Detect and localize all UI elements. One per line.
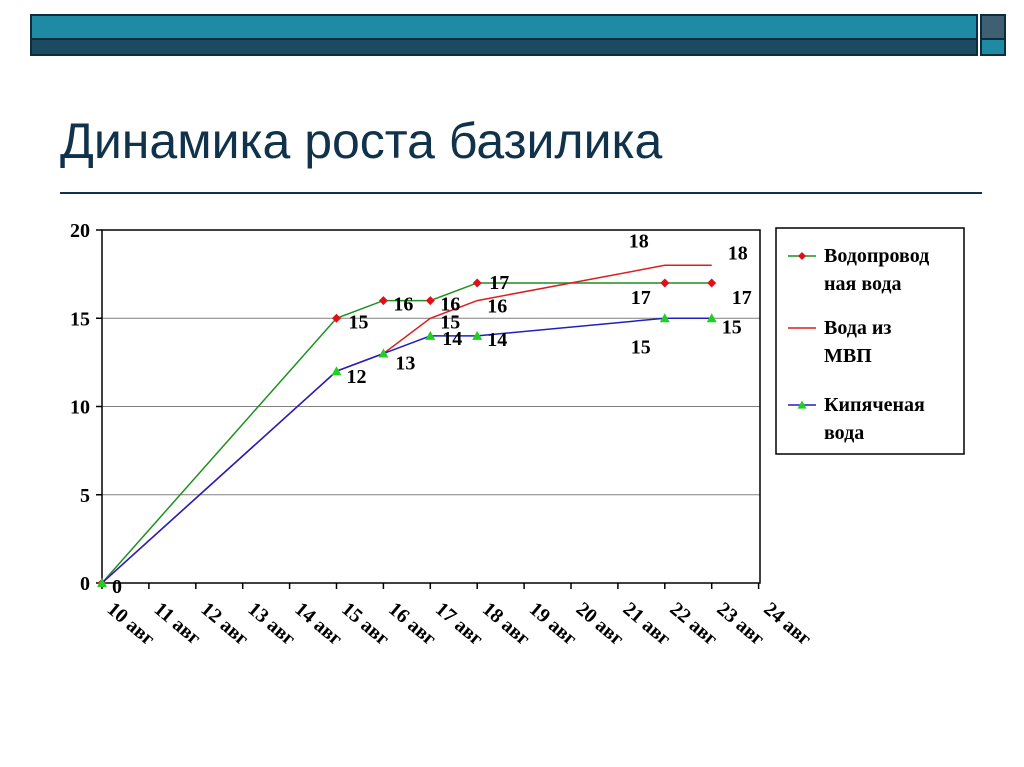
series-2-marker: [425, 330, 436, 340]
x-tick-label: 24 авг: [759, 598, 815, 650]
y-tick-label: 10: [70, 397, 90, 419]
header-square-bottom: [980, 40, 1006, 56]
legend-entry-0-line: ная вода: [824, 273, 902, 295]
series-2-marker: [378, 348, 389, 358]
data-label-series-0: 17: [489, 272, 509, 294]
x-tick-label: 15 авг: [337, 598, 393, 650]
header-square-top: [980, 14, 1006, 40]
data-label-series-2: 12: [347, 366, 367, 388]
series-2-marker: [659, 313, 670, 323]
series-0-marker: [660, 278, 670, 288]
data-label-series-2: 0: [112, 576, 122, 598]
y-tick-label: 20: [70, 220, 90, 242]
grid-layer: [102, 317, 760, 496]
slide-title: Динамика роста базилика: [60, 113, 663, 169]
series-0-marker: [378, 296, 388, 306]
x-tick-label: 21 авг: [619, 598, 675, 650]
legend: Водопровод ная вода Вода из МВП Кипяченая вод…: [775, 227, 965, 455]
x-tick-label: 16 авг: [384, 598, 440, 650]
data-label-series-0: 15: [349, 311, 369, 333]
legend-entry-2-line: Кипяченая: [824, 394, 925, 416]
series-layer: [97, 264, 717, 588]
data-label-series-2: 15: [722, 316, 742, 338]
series-0-marker: [425, 296, 435, 306]
y-tick-label: 0: [80, 573, 90, 595]
data-label-series-2: 15: [631, 336, 651, 358]
data-label-series-2: 14: [442, 328, 462, 350]
series-0-marker: [707, 278, 717, 288]
header-bar-bottom: [30, 40, 978, 56]
x-tick-label: 23 авг: [712, 598, 768, 650]
x-tick-label: 22 авг: [666, 598, 722, 650]
x-tick-label: 20 авг: [572, 598, 628, 650]
header-bar-top: [30, 14, 978, 40]
series-2-marker: [472, 330, 483, 340]
x-tick-label: 12 авг: [197, 598, 253, 650]
x-tick-label: 19 авг: [525, 598, 581, 650]
series-line-0: [101, 282, 712, 584]
x-tick-label: 14 авг: [290, 598, 346, 650]
series-2-marker: [331, 366, 342, 376]
legend-box: [775, 227, 965, 455]
data-label-series-0: 17: [631, 287, 651, 309]
data-label-series-1: 16: [487, 296, 507, 318]
x-tick-label: 13 авг: [243, 598, 299, 650]
legend-entry-1-line: МВП: [824, 345, 872, 367]
data-label-series-2: 13: [395, 353, 415, 375]
data-label-series-1: 18: [728, 242, 748, 264]
series-0-marker: [472, 278, 482, 288]
x-tick-label: 11 авг: [150, 598, 205, 649]
data-label-series-1: 18: [629, 230, 649, 252]
legend-entry-2-line: вода: [824, 422, 864, 444]
series-0-marker: [332, 313, 341, 323]
legend-swatch-marker-0: [798, 252, 806, 260]
title-underline: [60, 192, 982, 194]
series-2-marker: [97, 578, 107, 587]
data-label-series-0: 16: [440, 294, 460, 316]
data-label-series-1: 15: [440, 311, 460, 333]
x-tick-label: 10 авг: [103, 598, 159, 650]
data-label-series-0: 16: [393, 294, 413, 316]
data-label-series-0: 17: [732, 287, 752, 309]
series-2-marker: [706, 313, 717, 323]
y-tick-label: 15: [70, 308, 90, 330]
data-label-series-2: 14: [487, 329, 507, 351]
y-tick-label: 5: [80, 485, 90, 507]
legend-entry-1-line: Вода из: [824, 317, 891, 339]
legend-entry-0-line: Водопровод: [824, 245, 929, 267]
x-tick-label: 18 авг: [478, 598, 534, 650]
x-tick-label: 17 авг: [431, 598, 487, 650]
legend-swatch-marker-2: [797, 400, 807, 409]
